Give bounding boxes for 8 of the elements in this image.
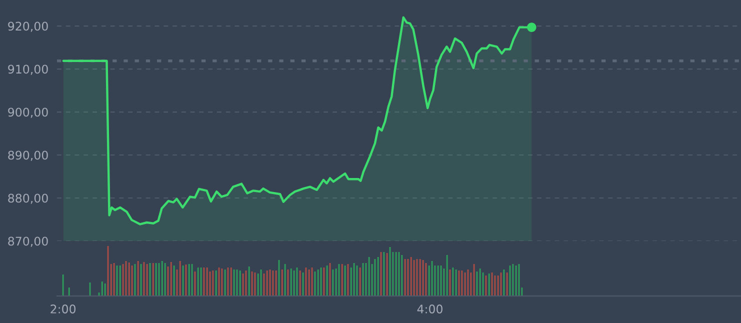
y-tick-label: 920,00 [8, 22, 48, 32]
y-tick-label: 890,00 [8, 150, 48, 161]
y-tick-label: 910,00 [8, 64, 48, 75]
y-tick-label: 870,00 [8, 236, 48, 247]
y-tick-label: 900,00 [8, 108, 48, 118]
x-tick-label: 4:00 [417, 304, 442, 314]
y-tick-label: 880,00 [8, 194, 48, 204]
x-tick-label: 2:00 [50, 304, 76, 314]
